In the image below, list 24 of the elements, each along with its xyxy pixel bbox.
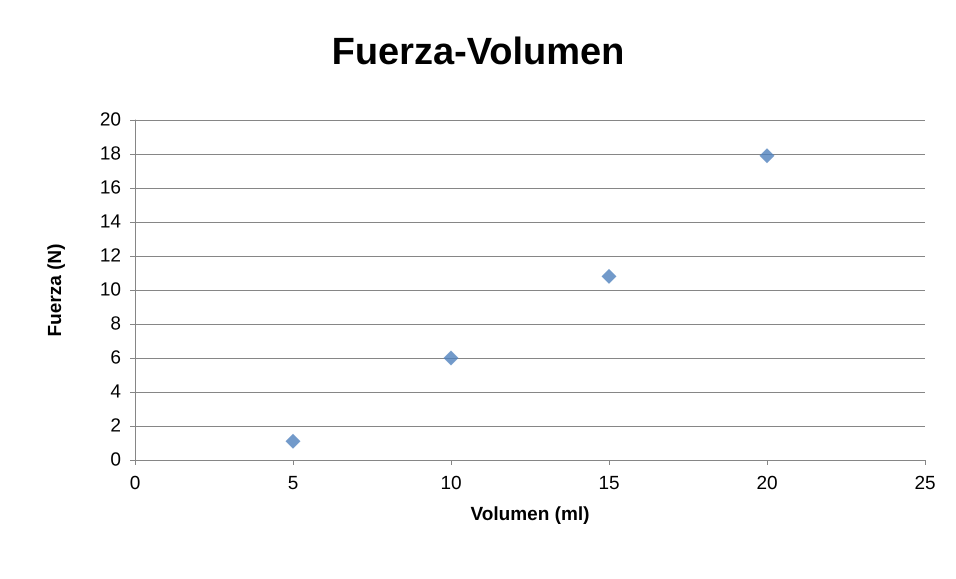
y-tick-label: 8 — [110, 314, 121, 334]
y-axis-title: Fuerza (N) — [45, 244, 66, 336]
chart-title: Fuerza-Volumen — [332, 31, 624, 73]
point — [760, 148, 774, 164]
x-axis-title: Volumen (ml) — [470, 504, 590, 525]
x-tick-label: 10 — [440, 473, 462, 494]
y-tick-label: 6 — [110, 348, 121, 368]
y-tick-label: 14 — [100, 212, 122, 232]
x-tick-label: 0 — [130, 473, 140, 494]
y-tick-label: 2 — [110, 416, 121, 436]
point — [286, 434, 300, 449]
y-tick-label: 4 — [110, 382, 122, 402]
point — [444, 350, 458, 366]
y-tick-label: 10 — [100, 280, 121, 300]
point — [602, 268, 616, 284]
x-tick-label: 25 — [914, 473, 936, 494]
x-tick-label: 15 — [598, 473, 620, 494]
y-tick-label: 12 — [100, 246, 121, 266]
y-tick-label: 18 — [100, 144, 121, 164]
x-tick-label: 20 — [756, 473, 778, 494]
y-tick-label: 16 — [100, 178, 121, 198]
x-tick-label: 5 — [288, 473, 298, 494]
y-tick-label: 20 — [100, 110, 121, 130]
y-tick-label: 0 — [110, 450, 121, 470]
